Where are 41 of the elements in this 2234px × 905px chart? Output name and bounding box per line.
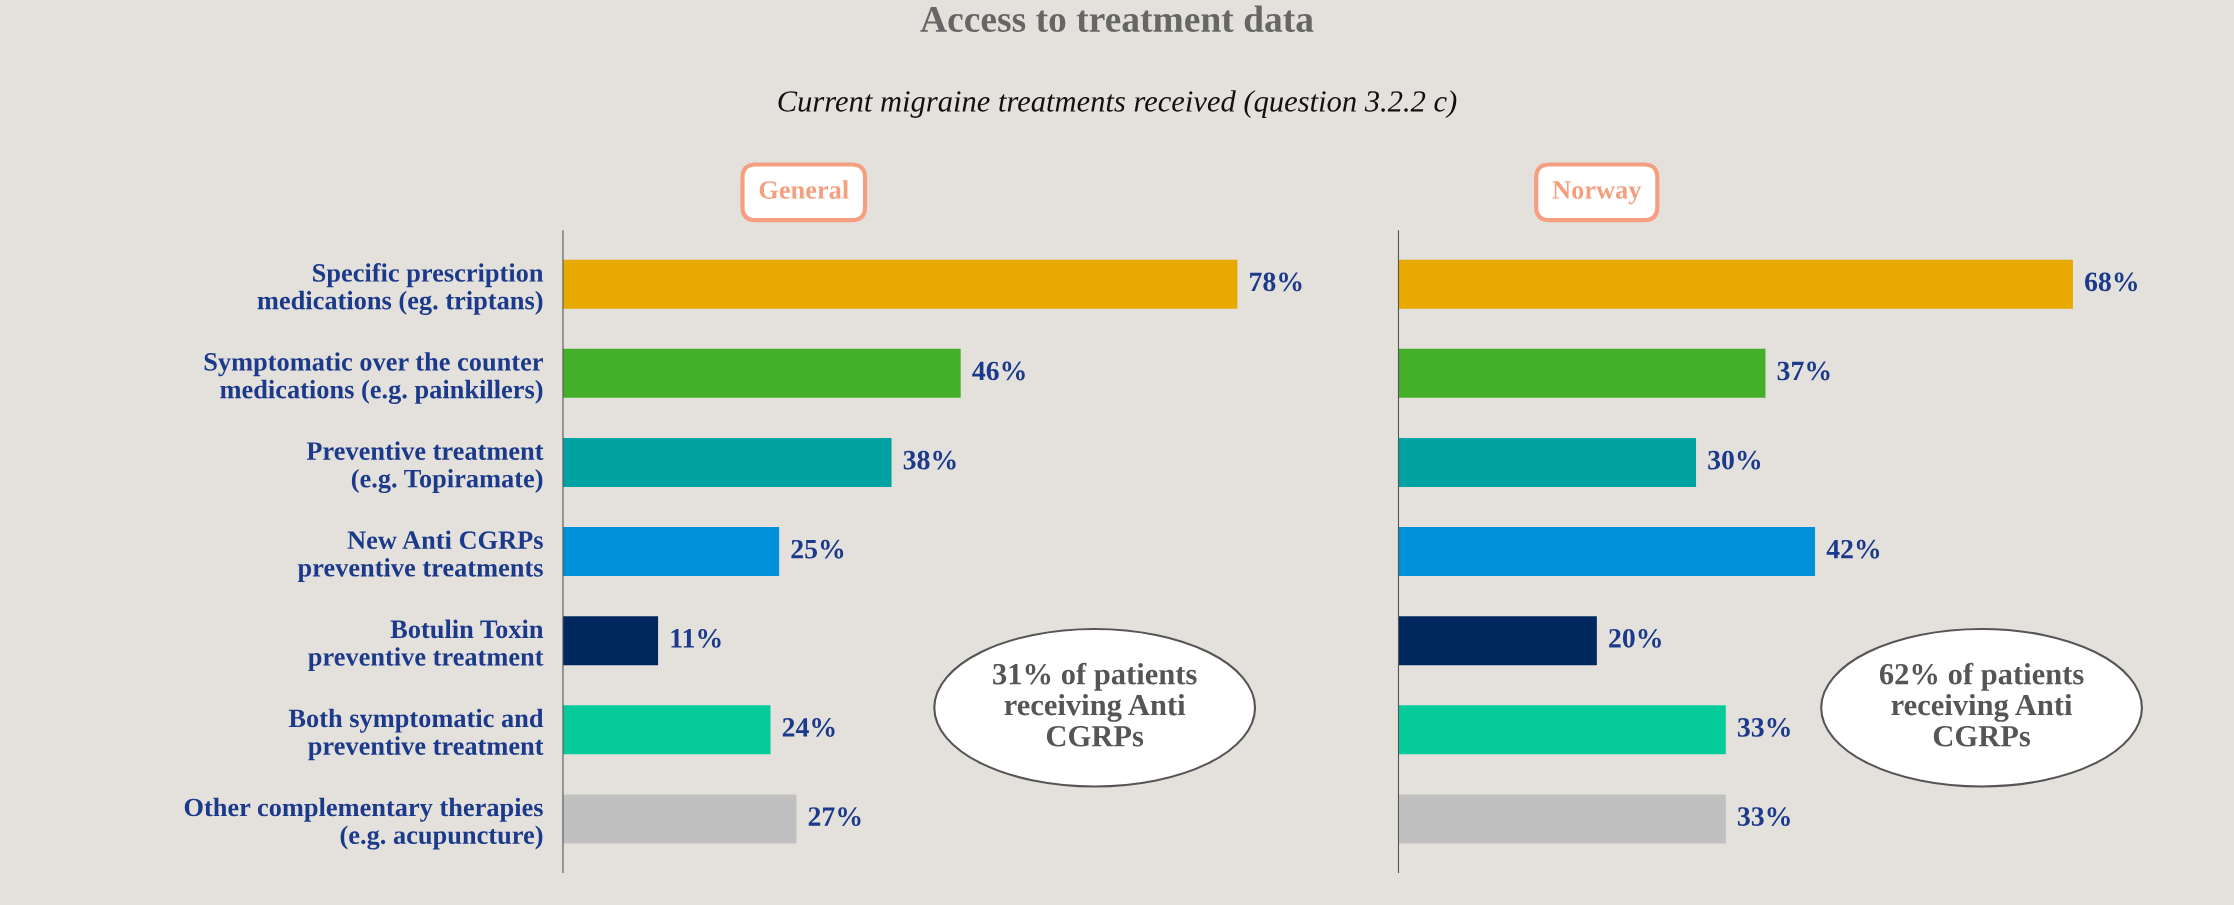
chart-title: Norway bbox=[1552, 181, 1642, 205]
y-tick-label: Symptomatic over the counter medications (e.g. painkillers) bbox=[204, 352, 543, 405]
y-tick-label: Preventive treatment (e.g. Topiramate) bbox=[306, 441, 544, 494]
bar bbox=[562, 348, 961, 398]
y-tick-label: Specific prescription medications (eg. triptans) bbox=[257, 262, 544, 315]
data-label: 33% bbox=[1737, 807, 1790, 826]
bar bbox=[1398, 348, 1766, 398]
y-tick-label: Botulin Toxin preventive treatment bbox=[308, 619, 544, 672]
data-label: 46% bbox=[972, 361, 1025, 381]
bar bbox=[1398, 616, 1597, 666]
data-label: 27% bbox=[808, 807, 861, 826]
data-label: 33% bbox=[1737, 718, 1790, 737]
bar bbox=[1398, 259, 2073, 309]
data-label: 37% bbox=[1777, 361, 1830, 381]
data-label: 30% bbox=[1708, 450, 1761, 470]
bar bbox=[1398, 794, 1726, 844]
bar bbox=[562, 259, 1238, 309]
bar bbox=[1398, 705, 1726, 755]
bar bbox=[1398, 437, 1697, 487]
data-label: 20% bbox=[1609, 628, 1661, 648]
data-label: 42% bbox=[1826, 539, 1880, 559]
bar bbox=[562, 616, 659, 666]
bar bbox=[562, 794, 797, 844]
annotation: 31% of patients receiving Anti CGRPs bbox=[993, 662, 1197, 747]
y-tick-label: Other complementary therapies (e.g. acupuncture) bbox=[184, 797, 543, 850]
data-label: 78% bbox=[1250, 272, 1302, 292]
chart-title: General bbox=[759, 180, 849, 199]
data-label: 25% bbox=[791, 539, 844, 559]
bar bbox=[1398, 527, 1816, 577]
y-tick-label: Both symptomatic and preventive treatment bbox=[288, 708, 544, 761]
chart-subtitle: Current migraine treatments received (question 3.2.2 c) bbox=[778, 90, 1457, 118]
text: Access to treatment data bbox=[920, 5, 1314, 33]
data-label: 68% bbox=[2085, 272, 2137, 292]
bar bbox=[562, 437, 892, 487]
data-label: 24% bbox=[782, 718, 835, 737]
data-label: 11% bbox=[671, 628, 721, 648]
bar bbox=[562, 527, 780, 577]
y-tick-label: New Anti CGRPs preventive treatments bbox=[297, 530, 543, 582]
data-label: 38% bbox=[903, 450, 956, 470]
bar bbox=[562, 705, 771, 755]
annotation: 62% of patients receiving Anti CGRPs bbox=[1879, 662, 2084, 747]
